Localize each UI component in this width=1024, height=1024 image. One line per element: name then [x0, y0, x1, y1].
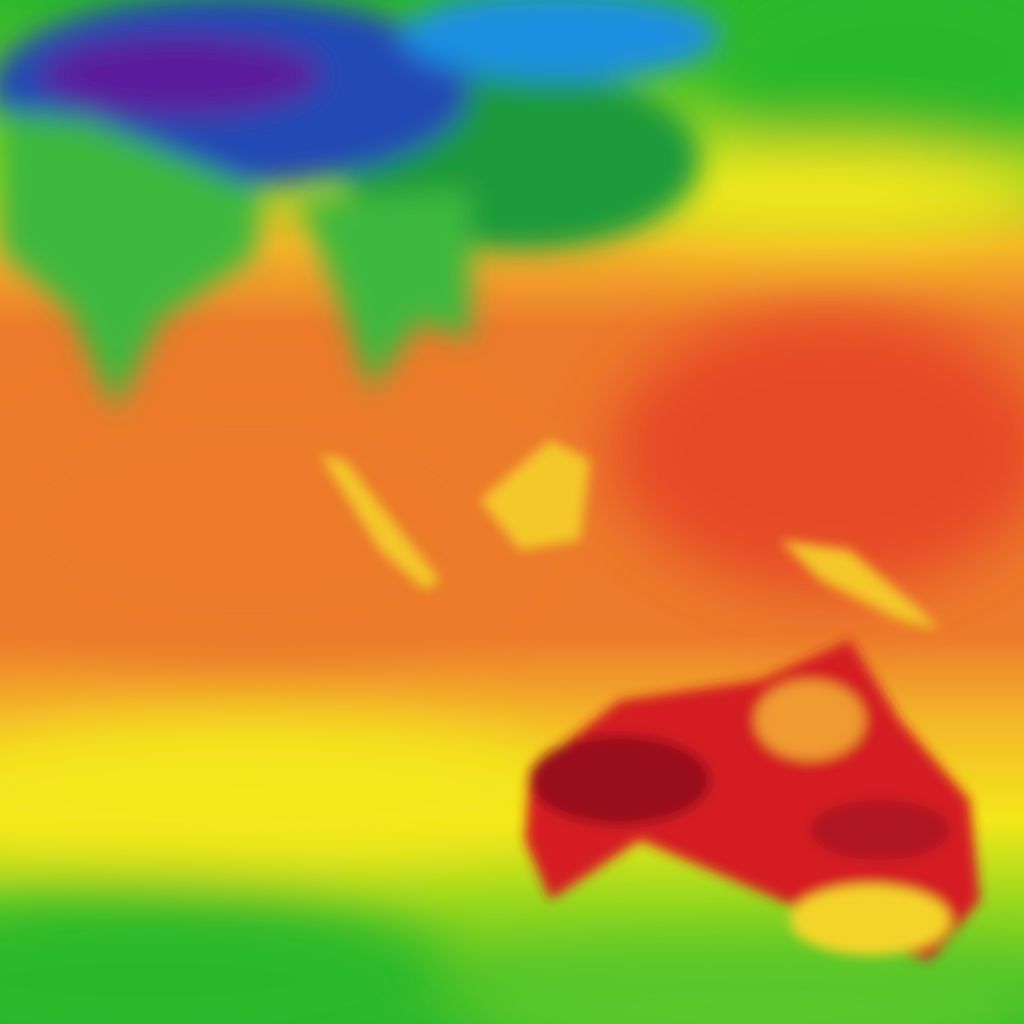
tasman-green-zone [450, 950, 1024, 1024]
east-china-sea-yellow-zone [600, 145, 1024, 235]
india-green-region [0, 110, 260, 410]
southeast-asia-green-region [300, 190, 470, 390]
southern-ocean-green-zone [0, 890, 450, 1024]
australia-red-region [525, 640, 980, 960]
australia-dark-red-core [530, 735, 710, 825]
se-australia-yellow-patch [790, 885, 950, 955]
australia-east-dark-red-core [810, 800, 950, 860]
himalaya-purple-region [40, 35, 320, 115]
north-pacific-green-zone [700, 0, 1024, 170]
sumatra-yellow-region [320, 455, 440, 590]
south-indian-ocean-yellow-zone [0, 720, 580, 860]
siberia-light-blue-region [400, 0, 720, 80]
borneo-yellow-region [480, 440, 590, 550]
central-australia-yellow-patch [755, 680, 865, 760]
western-pacific-red-zone [610, 310, 1024, 590]
indian-ocean-orange-zone [0, 380, 530, 660]
new-guinea-yellow-region [780, 540, 940, 630]
